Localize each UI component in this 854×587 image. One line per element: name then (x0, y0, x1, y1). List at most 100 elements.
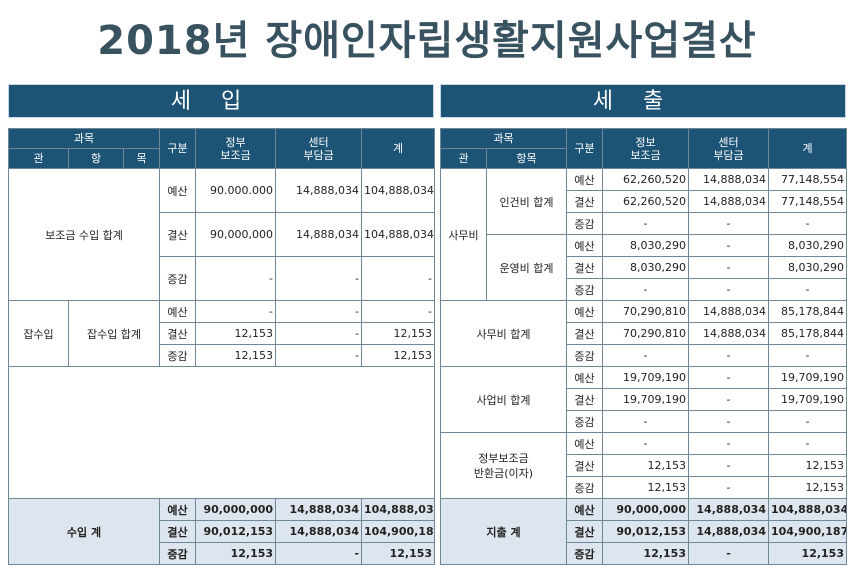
table-row: 결산 8,030,290 - 8,030,290 (441, 256, 847, 279)
center-cell: 14,888,034 (688, 168, 769, 191)
center-cell: - (688, 542, 769, 565)
income-total-label: 수입 계 (7, 498, 161, 565)
expense-table: 과목 구분 정보 보조금 센터 부담금 계 관 항목 사무비 인건비 합계 예산… (440, 128, 847, 565)
center-cell: - (688, 410, 769, 433)
expense-header-subject: 과목 (440, 128, 567, 149)
center-cell: - (688, 366, 769, 389)
expense-project-total-label: 사업비 합계 (440, 366, 567, 433)
category-cell: 결산 (566, 520, 603, 543)
gov-cell: 12,153 (602, 542, 689, 565)
total-cell: - (361, 256, 436, 301)
total-cell: 8,030,290 (768, 256, 847, 279)
total-cell: 19,709,190 (768, 366, 847, 389)
expense-header-hang: 항목 (486, 148, 567, 169)
total-cell: 77,148,554 (768, 190, 847, 213)
center-cell: - (688, 454, 769, 477)
total-cell: - (361, 300, 436, 323)
center-cell: - (688, 388, 769, 411)
category-cell: 결산 (566, 454, 603, 477)
gov-cell: 70,290,810 (602, 300, 689, 323)
table-row: 증감 - - - (441, 344, 847, 367)
category-cell: 결산 (566, 190, 603, 213)
expense-header-gov: 정보 보조금 (602, 128, 689, 169)
total-cell: 104,888,034 (361, 212, 436, 257)
total-cell: - (768, 212, 847, 235)
table-row: 결산 62,260,520 14,888,034 77,148,554 (441, 190, 847, 213)
gov-cell: 62,260,520 (602, 190, 689, 213)
total-cell: 85,178,844 (768, 300, 847, 323)
income-table: 과목 구분 정부 보조금 센터 부담금 계 관 항 목 보조금 수입 합계 예산… (7, 128, 436, 565)
total-cell: - (768, 344, 847, 367)
total-cell: 77,148,554 (768, 168, 847, 191)
category-cell: 증감 (566, 476, 603, 499)
total-cell: 104,888,034 (768, 498, 847, 521)
category-cell: 결산 (159, 322, 197, 345)
table-row: 사무비 합계 예산 70,290,810 14,888,034 85,178,8… (440, 300, 847, 367)
gov-cell: 12,153 (602, 454, 689, 477)
center-cell: 14,888,034 (275, 168, 363, 213)
total-cell: 8,030,290 (768, 234, 847, 257)
center-cell: - (688, 234, 769, 257)
gov-cell: 12,153 (602, 476, 689, 499)
expense-header-center: 센터 부담금 (688, 128, 769, 169)
table-row: 지출 계 예산 90,000,000 14,888,034 104,888,03… (440, 498, 847, 565)
income-band: 세입 (8, 84, 434, 118)
expense-office-kwan: 사무비 (440, 168, 487, 301)
table-row: 정부보조금 반환금(이자) 예산 - - - (440, 432, 847, 499)
category-cell: 결산 (159, 520, 197, 543)
category-cell: 결산 (566, 256, 603, 279)
income-subsidy-label: 보조금 수입 합계 (7, 168, 161, 301)
empty-row (7, 366, 436, 499)
income-header-hang: 항 (68, 148, 124, 169)
expense-refund-label: 정부보조금 반환금(이자) (440, 432, 567, 499)
center-cell: 14,888,034 (688, 520, 769, 543)
center-cell: - (275, 300, 363, 323)
category-cell: 예산 (159, 300, 197, 323)
total-cell: 104,900,187 (361, 520, 436, 543)
center-cell: 14,888,034 (688, 322, 769, 345)
expense-office-total-label: 사무비 합계 (440, 300, 567, 367)
center-cell: - (688, 432, 769, 455)
total-cell: 12,153 (361, 542, 436, 565)
gov-cell: 90.000.000 (195, 168, 277, 213)
total-cell: 12,153 (768, 476, 847, 499)
gov-cell: 90,000,000 (195, 212, 277, 257)
gov-cell: 19,709,190 (602, 366, 689, 389)
gov-cell: 12,153 (195, 542, 277, 565)
center-cell: - (275, 256, 363, 301)
total-cell: 19,709,190 (768, 388, 847, 411)
total-cell: - (768, 432, 847, 455)
category-cell: 증감 (566, 542, 603, 565)
table-row: 사무비 인건비 합계 예산 62,260,520 14,888,034 77,1… (440, 168, 847, 301)
category-cell: 결산 (566, 388, 603, 411)
gov-cell: - (602, 410, 689, 433)
gov-cell: - (195, 256, 277, 301)
empty-cell (7, 366, 436, 499)
center-cell: - (275, 344, 363, 367)
page-title: 2018년 장애인자립생활지원사업결산 (97, 18, 757, 64)
total-cell: 104,888,034 (361, 498, 436, 521)
gov-cell: - (195, 300, 277, 323)
gov-cell: 90,000,000 (602, 498, 689, 521)
category-cell: 예산 (566, 498, 603, 521)
table-row: 수입 계 예산 90,000,000 14,888,034 104,888,03… (7, 498, 436, 565)
category-cell: 증감 (159, 256, 197, 301)
center-cell: - (688, 256, 769, 279)
category-cell: 예산 (566, 234, 603, 257)
table-row: 증감 - - - (441, 212, 847, 235)
table-row: 보조금 수입 합계 예산 90.000.000 14,888,034 104,8… (7, 168, 436, 301)
income-header-mok: 목 (122, 148, 161, 169)
center-cell: 14,888,034 (275, 212, 363, 257)
center-cell: 14,888,034 (275, 520, 363, 543)
gov-cell: 8,030,290 (602, 256, 689, 279)
table-row: 결산 19,709,190 - 19,709,190 (441, 388, 847, 411)
income-header-subject: 과목 (7, 128, 161, 149)
income-header-total: 계 (361, 128, 436, 169)
center-cell: - (688, 278, 769, 301)
table-row: 결산 12,153 - 12,153 (441, 454, 847, 477)
center-cell: - (275, 542, 363, 565)
category-cell: 예산 (159, 168, 197, 213)
table-row: 결산 90,012,153 14,888,034 104,900,187 (441, 520, 847, 543)
category-cell: 예산 (566, 366, 603, 389)
expense-total-label: 지출 계 (440, 498, 567, 565)
